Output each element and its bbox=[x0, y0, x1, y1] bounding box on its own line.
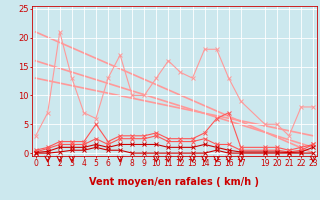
X-axis label: Vent moyen/en rafales ( km/h ): Vent moyen/en rafales ( km/h ) bbox=[89, 177, 260, 187]
